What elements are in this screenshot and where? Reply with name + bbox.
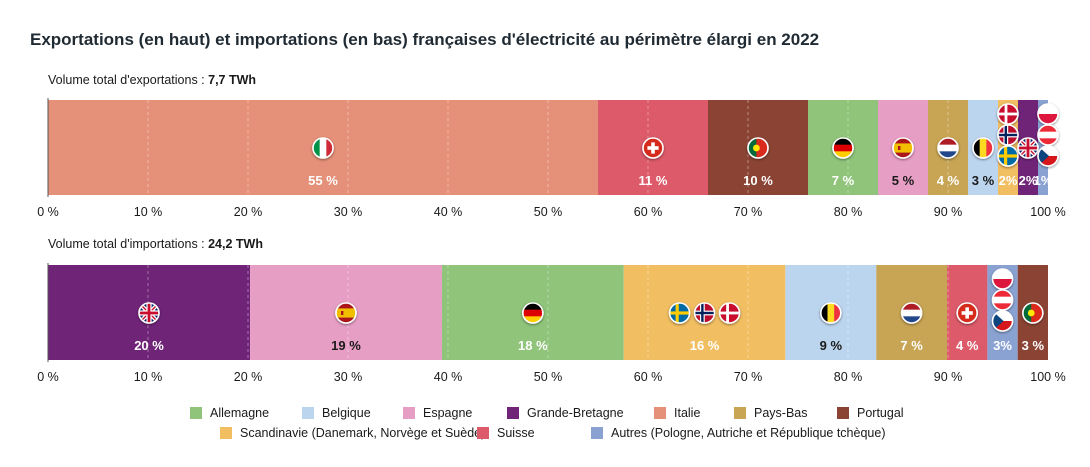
data-label-scandinavie: 16 % [690,338,720,353]
legend-item-scandinavie: Scandinavie (Danemark, Norvège et Suède) [220,426,485,440]
flag-group-pays-bas [900,302,923,324]
legend-swatch [302,407,314,419]
data-label-italie: 55 % [308,173,338,188]
data-label-espagne: 5 % [892,173,915,188]
legend-item-portugal: Portugal [837,406,904,420]
imports-total-value: 24,2 TWh [208,237,263,251]
legend-item-belgique: Belgique [302,406,371,420]
legend-label: Belgique [322,406,371,420]
legend-swatch [734,407,746,419]
tick-label: 90 % [934,370,963,384]
legend-label: Autres (Pologne, Autriche et République … [611,426,886,440]
data-label-espagne: 19 % [331,338,361,353]
data-label-suisse: 11 % [639,173,668,188]
flag-group-scandinavie [997,103,1019,167]
flag-group-suisse [642,137,664,159]
data-label-grande-bretagne: 2% [1019,173,1038,188]
exports-total-prefix: Volume total d'exportations : [48,73,209,87]
flag-group-belgique [972,137,994,159]
legend-label: Suisse [497,426,535,440]
flag-group-allemagne [522,302,544,324]
legend-label: Allemagne [210,406,270,420]
legend-label: Espagne [423,406,473,420]
legend-label: Pays-Bas [754,406,808,420]
legend-swatch [591,427,603,439]
tick-label: 20 % [234,370,263,384]
legend-item-grande-bretagne: Grande-Bretagne [507,406,624,420]
data-label-grande-bretagne: 20 % [134,338,164,353]
legend-swatch [190,407,202,419]
legend-swatch [507,407,519,419]
legend-item-suisse: Suisse [477,426,535,440]
data-label-autres: 1% [1034,173,1053,188]
flag-group-autres [1037,103,1059,167]
stacked-bar-chart: 55 % 11 % 10 % 7 % 5 % 4 % 3 % 2% 2%1%0 % 10 % 20 … [37,98,1066,384]
data-label-portugal: 10 % [743,173,773,188]
tick-label: 30 % [334,370,363,384]
chart-title: Exportations (en haut) et importations (… [30,30,820,49]
flag-group-espagne [335,302,357,324]
flag-group-portugal [747,137,769,159]
legend-swatch [837,407,849,419]
tick-label: 50 % [534,205,563,219]
flag-group-allemagne [832,137,854,159]
flag-group-scandinavie [668,302,741,324]
tick-label: 20 % [234,205,263,219]
legend-swatch [477,427,489,439]
data-label-autres: 3% [993,338,1012,353]
tick-label: 0 % [37,370,59,384]
data-label-suisse: 4 % [956,338,979,353]
flag-group-pays-bas [937,137,959,159]
data-label-scandinavie: 2% [999,173,1018,188]
tick-label: 30 % [334,205,363,219]
legend-item-pays-bas: Pays-Bas [734,406,808,420]
flag-group-grande-bretagne [138,302,160,324]
tick-label: 70 % [734,205,763,219]
legend-swatch [220,427,232,439]
imports-total-prefix: Volume total d'importations : [48,237,209,251]
flag-group-italie [312,137,334,159]
legend-item-allemagne: Allemagne [190,406,269,420]
tick-label: 40 % [434,370,463,384]
tick-label: 40 % [434,205,463,219]
tick-label: 100 % [1030,370,1065,384]
exports-total: Volume total d'exportations : 7,7 TWh [48,73,256,87]
data-label-allemagne: 7 % [832,173,855,188]
tick-label: 100 % [1030,205,1065,219]
flag-group-suisse [956,302,978,324]
tick-label: 50 % [534,370,563,384]
legend-item-autres: Autres (Pologne, Autriche et République … [591,426,885,440]
data-label-allemagne: 18 % [518,338,548,353]
tick-label: 80 % [834,370,863,384]
legend-label: Grande-Bretagne [527,406,624,420]
data-label-belgique: 9 % [820,338,843,353]
tick-label: 60 % [634,205,663,219]
data-label-pays-bas: 4 % [937,173,960,188]
tick-label: 80 % [834,205,863,219]
tick-label: 10 % [134,205,163,219]
tick-label: 70 % [734,370,763,384]
flag-group-grande-bretagne [1017,137,1039,159]
legend-swatch [403,407,415,419]
flag-group-belgique [820,302,842,324]
data-label-portugal: 3 % [1022,338,1045,353]
flag-group-espagne [892,137,914,159]
tick-label: 0 % [37,205,59,219]
tick-label: 10 % [134,370,163,384]
tick-label: 60 % [634,370,663,384]
legend-label: Italie [674,406,701,420]
legend-item-italie: Italie [654,406,700,420]
legend-label: Portugal [857,406,904,420]
flag-group-autres [991,268,1014,332]
flag-group-portugal [1022,302,1044,324]
imports-total: Volume total d'importations : 24,2 TWh [48,237,263,251]
legend-label: Scandinavie (Danemark, Norvège et Suède) [240,426,486,440]
legend-swatch [654,407,666,419]
tick-label: 90 % [934,205,963,219]
legend-item-espagne: Espagne [403,406,472,420]
exports-total-value: 7,7 TWh [208,73,257,87]
imports-bar [48,265,1048,360]
data-label-pays-bas: 7 % [900,338,923,353]
data-label-belgique: 3 % [972,173,995,188]
